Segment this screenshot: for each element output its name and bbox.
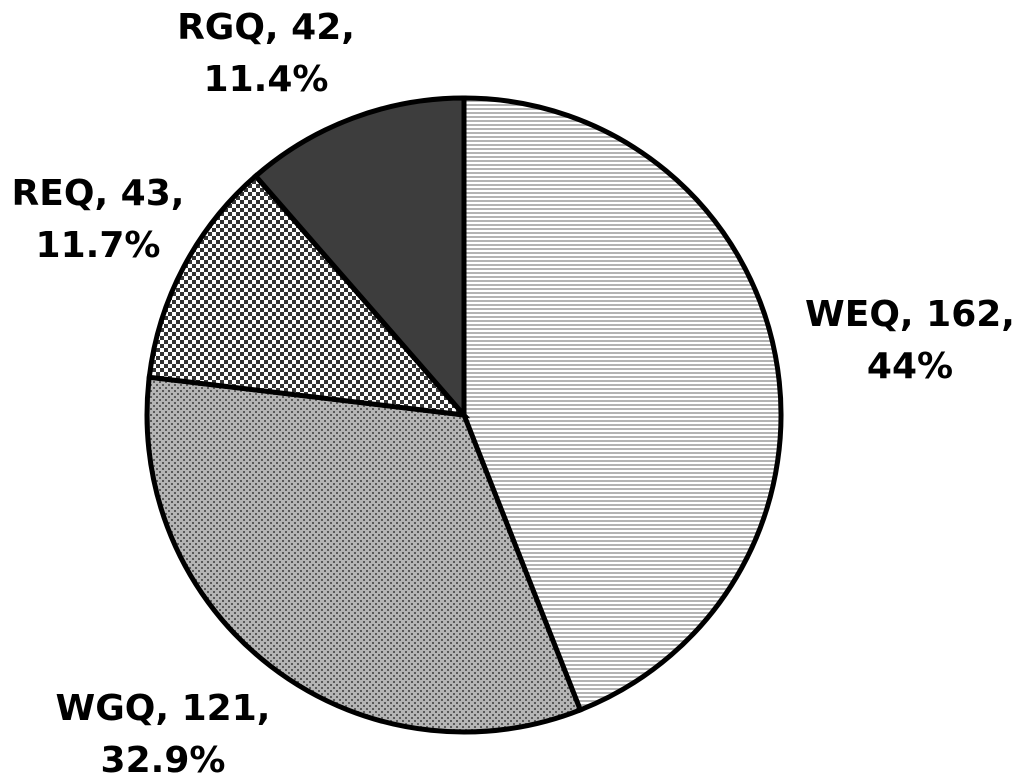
slice-label-rgq-line1: RGQ, 42, [177,7,355,48]
pie-slice-wgq [144,374,584,735]
pie-slice-req [146,172,471,419]
slice-label-wgq-line2: 32.9% [101,740,226,778]
pie-slice-rgq [252,95,467,422]
slice-label-req-line2: 11.7% [36,225,161,266]
slice-label-req-line1: REQ, 43, [12,173,185,214]
slice-label-wgq-line1: WGQ, 121, [56,688,271,729]
slice-label-rgq-line2: 11.4% [204,59,329,100]
slice-label-weq-line2: 44% [867,346,953,387]
slice-label-weq-line1: WEQ, 162, [805,294,1015,335]
pie-slice-weq [461,95,784,714]
slice-labels: WEQ, 162, 44% WGQ, 121, 32.9% REQ, 43, 11.7% R… [12,7,1015,778]
pie-slices [144,95,784,735]
